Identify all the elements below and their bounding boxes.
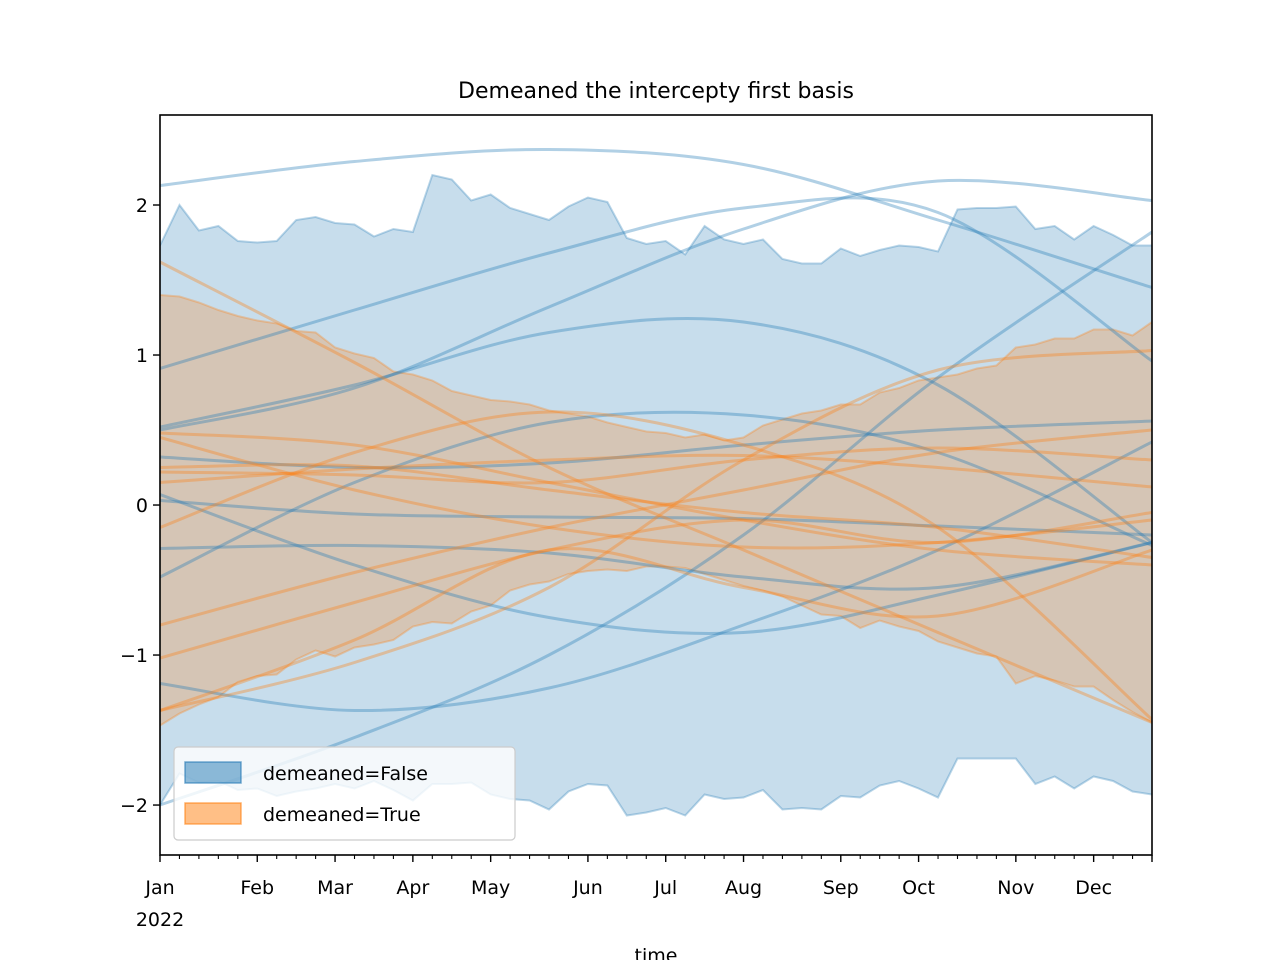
line-false-10 — [160, 230, 1152, 807]
y-axis: 2 1 0 −1 −2 — [120, 195, 160, 817]
x-tick-label: May — [471, 877, 510, 899]
band-lower-edge — [160, 565, 1152, 727]
y-tick-label: 2 — [136, 195, 148, 217]
line-true-4 — [160, 453, 1152, 489]
band-false — [160, 175, 1152, 816]
legend-swatch-false — [184, 761, 242, 784]
line-true-9 — [160, 446, 1152, 485]
series-lines — [160, 147, 1152, 807]
line-false-8 — [160, 541, 1152, 591]
legend-box — [173, 746, 516, 841]
legend-label-true: demeaned=True — [263, 804, 421, 826]
band-upper-edge — [160, 294, 1152, 442]
x-axis: Jan Feb Mar Apr May Jun Jul Aug Sep Oct Nov Dec — [144, 855, 1153, 899]
y-tick-label: 0 — [136, 495, 148, 517]
x-tick-label: Jan — [144, 877, 174, 899]
line-true-3 — [160, 463, 1152, 559]
line-false-2 — [160, 196, 1152, 370]
x-axis-label: time — [635, 945, 678, 960]
y-tick-label: −1 — [120, 645, 148, 667]
y-tick-label: 1 — [136, 345, 148, 367]
x-tick-label: Jun — [572, 877, 603, 899]
line-true-0 — [160, 260, 1152, 724]
line-false-0 — [160, 147, 1152, 289]
plot-frame — [159, 114, 1153, 856]
line-true-1 — [160, 431, 1152, 567]
x-tick-label: Jul — [653, 877, 677, 899]
line-true-6 — [160, 349, 1152, 712]
line-false-3 — [160, 316, 1152, 544]
line-true-2 — [160, 436, 1152, 550]
legend-label-false: demeaned=False — [263, 763, 428, 785]
legend-swatch-true — [184, 802, 242, 825]
legend: demeaned=False demeaned=True — [173, 746, 516, 841]
chart-title: Demeaned the intercepty first basis — [458, 79, 854, 104]
x-tick-label: Feb — [240, 877, 274, 899]
band-upper-edge — [160, 173, 1152, 265]
x-tick-label: Dec — [1075, 877, 1112, 899]
x-tick-label: Mar — [317, 877, 353, 899]
line-true-5 — [160, 410, 1152, 721]
line-true-8 — [160, 511, 1152, 660]
x-tick-label: Oct — [902, 877, 935, 899]
bands — [160, 173, 1152, 817]
line-false-9 — [160, 440, 1152, 713]
x-tick-label: Sep — [823, 877, 859, 899]
line-false-4 — [160, 410, 1152, 579]
line-true-7 — [160, 428, 1152, 627]
line-true-10 — [160, 547, 1152, 712]
y-tick-label: −2 — [120, 795, 148, 817]
x-tick-year: 2022 — [136, 909, 184, 931]
line-false-7 — [160, 499, 1152, 537]
line-false-6 — [160, 493, 1152, 635]
line-false-1 — [160, 178, 1152, 432]
x-tick-label: Apr — [396, 877, 429, 899]
band-true — [160, 295, 1152, 726]
line-false-5 — [160, 419, 1152, 470]
x-tick-label: Nov — [997, 877, 1034, 899]
x-tick-label: Aug — [725, 877, 762, 899]
